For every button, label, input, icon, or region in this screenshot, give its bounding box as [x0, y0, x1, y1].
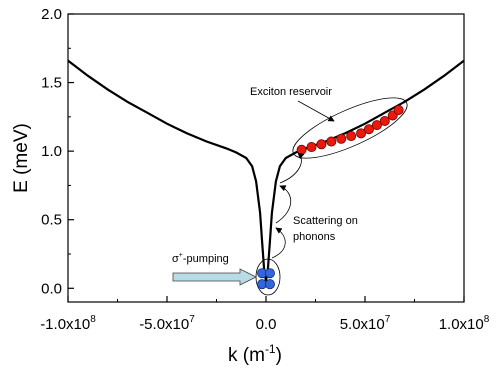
pumping-label: σ+-pumping: [172, 252, 229, 265]
pumped-point: [264, 268, 275, 279]
exciton-reservoir-label: Exciton reservoir: [250, 86, 332, 98]
reservoir-points: [296, 105, 404, 155]
pumped-points: [257, 268, 275, 290]
reservoir-point: [379, 115, 390, 126]
reservoir-point: [306, 142, 317, 153]
reservoir-point: [326, 136, 337, 147]
x-axis: -1.0x108 -5.0x107 0.0 5.0x107 1.0x108: [40, 296, 490, 333]
reservoir-point: [316, 139, 327, 150]
y-tick-label: 2.0: [41, 6, 62, 23]
x-tick-label: 5.0x107: [340, 314, 391, 333]
x-axis-title: k (m-1): [228, 342, 282, 366]
reservoir-ellipse: [292, 97, 408, 159]
y-tick-label: 1.0: [41, 143, 62, 160]
reservoir-point: [371, 120, 382, 131]
reservoir-point: [356, 128, 367, 139]
reservoir-point: [393, 105, 404, 116]
x-tick-label: -5.0x107: [139, 314, 195, 333]
x-tick-label: 1.0x108: [439, 314, 490, 333]
x-tick-label: 0.0: [256, 316, 277, 333]
pumped-point: [264, 279, 275, 290]
y-axis-title: E (meV): [11, 123, 32, 193]
pump-arrow: [172, 268, 257, 286]
scattering-label-line2: phonons: [293, 231, 336, 243]
scattering-arrow-3: [279, 152, 305, 184]
scattering-arrow-1: [271, 227, 286, 259]
y-tick-label: 0.5: [41, 212, 62, 229]
y-tick-label: 1.5: [41, 75, 62, 92]
reservoir-point: [336, 133, 347, 144]
reservoir-pointer: [297, 100, 335, 122]
scattering-arrow-2: [275, 185, 292, 224]
x-tick-label: -1.0x108: [40, 314, 96, 333]
y-tick-label: 0.0: [41, 280, 62, 297]
reservoir-point: [346, 131, 357, 142]
reservoir-point: [363, 124, 374, 135]
y-axis: 0.0 0.5 1.0 1.5 2.0: [41, 6, 74, 297]
scattering-label-line1: Scattering on: [293, 215, 358, 227]
plot-frame: [67, 13, 465, 303]
